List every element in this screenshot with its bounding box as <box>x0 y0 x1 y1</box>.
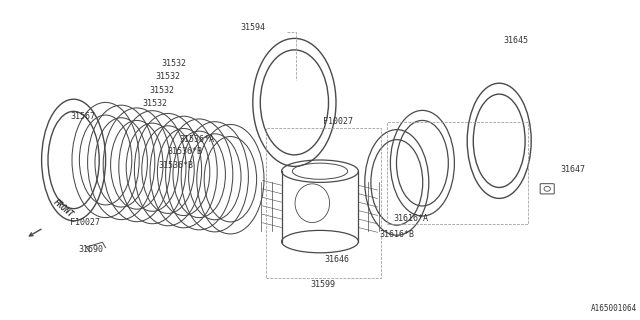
Text: 31616*B: 31616*B <box>380 230 415 239</box>
Text: FRONT: FRONT <box>51 198 75 220</box>
Text: 31616*A: 31616*A <box>394 214 429 223</box>
Text: 31536*B: 31536*B <box>158 161 193 170</box>
Text: 31532: 31532 <box>162 60 187 68</box>
Text: 31532: 31532 <box>149 86 174 95</box>
Text: F10027: F10027 <box>70 218 100 227</box>
Text: 31599: 31599 <box>310 280 335 289</box>
Text: 31532: 31532 <box>143 99 168 108</box>
Text: 31646: 31646 <box>324 255 349 264</box>
Text: A165001064: A165001064 <box>591 304 637 313</box>
Text: 31532: 31532 <box>156 72 180 81</box>
Text: 31536*B: 31536*B <box>168 148 203 156</box>
Text: 31647: 31647 <box>561 165 586 174</box>
Text: 31594: 31594 <box>241 23 266 32</box>
Text: 31645: 31645 <box>504 36 529 45</box>
Text: 31690: 31690 <box>79 245 104 254</box>
Text: F10027: F10027 <box>323 117 353 126</box>
Text: 31536*A: 31536*A <box>179 135 214 144</box>
Text: 31567: 31567 <box>70 112 95 121</box>
